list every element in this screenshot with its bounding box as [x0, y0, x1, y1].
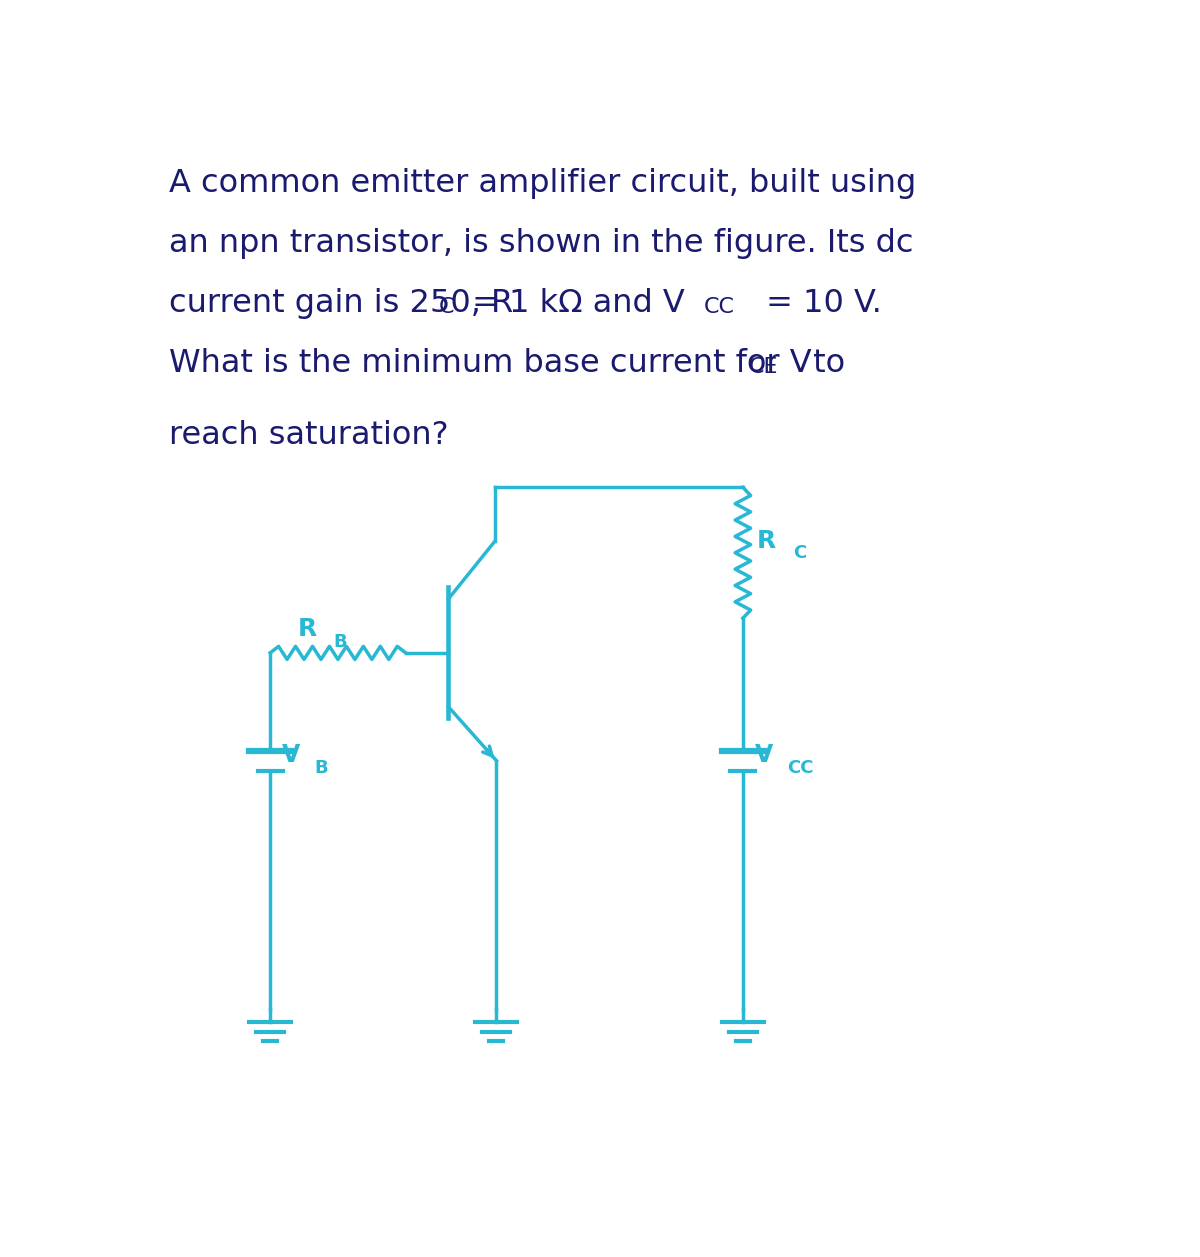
Text: an npn transistor, is shown in the figure. Its dc: an npn transistor, is shown in the figur… — [169, 228, 914, 259]
Text: CE: CE — [749, 357, 778, 377]
Text: R: R — [298, 617, 317, 641]
Text: = 1 kΩ and V: = 1 kΩ and V — [462, 288, 685, 319]
Text: V: V — [755, 743, 773, 767]
Text: current gain is 250, R: current gain is 250, R — [169, 288, 514, 319]
Text: C: C — [439, 297, 455, 317]
Text: What is the minimum base current for V: What is the minimum base current for V — [169, 348, 812, 378]
Text: A common emitter amplifier circuit, built using: A common emitter amplifier circuit, buil… — [169, 167, 917, 199]
Text: B: B — [314, 759, 328, 777]
Text: = 10 V.: = 10 V. — [756, 288, 882, 319]
Text: reach saturation?: reach saturation? — [169, 420, 449, 451]
Text: B: B — [334, 632, 347, 651]
Text: CC: CC — [787, 759, 814, 777]
Text: R: R — [757, 529, 776, 553]
Text: V: V — [282, 743, 300, 767]
Text: to: to — [803, 348, 845, 378]
Text: C: C — [793, 544, 806, 562]
Text: CC: CC — [704, 297, 736, 317]
